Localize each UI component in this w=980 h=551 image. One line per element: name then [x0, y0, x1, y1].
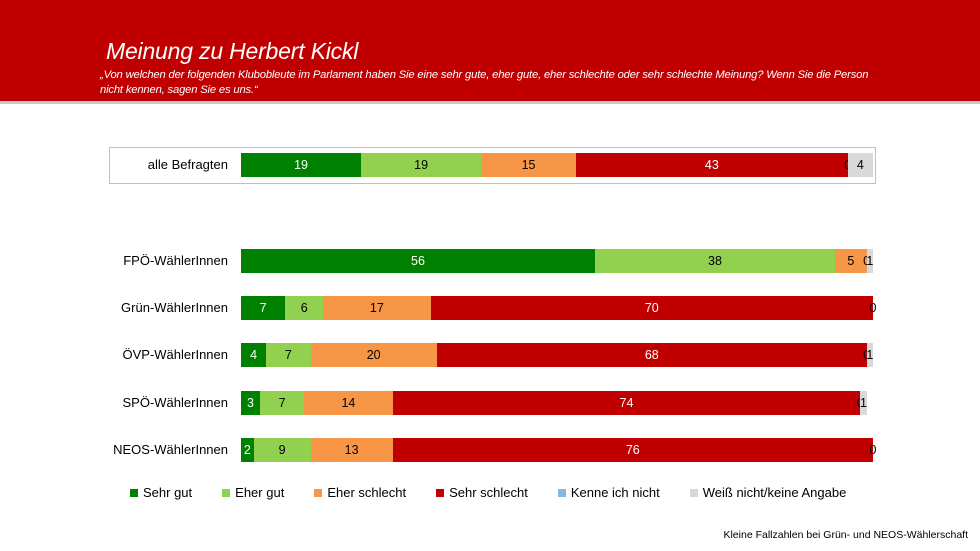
legend-item: Eher schlecht — [314, 485, 406, 500]
chart-legend: Sehr gut Eher gut Eher schlecht Sehr schlec… — [130, 485, 876, 500]
value-label: 2 — [243, 443, 251, 457]
value-label: 43 — [704, 158, 719, 172]
bar-segment: 19 — [361, 153, 482, 177]
bar-segment: 7 — [266, 343, 311, 367]
bar-segment: 17 — [323, 296, 431, 320]
bar-segment: 20 — [310, 343, 437, 367]
question-subtitle: „Von welchen der folgenden Klubobleute i… — [100, 69, 869, 96]
legend-swatch-icon — [557, 488, 566, 497]
bar-segment: 7 — [241, 296, 286, 320]
value-label: 19 — [414, 158, 429, 172]
value-label: 1 — [866, 254, 874, 268]
bar-segment: 1 — [860, 391, 867, 415]
value-label: 3 — [247, 396, 254, 410]
value-label: 4 — [856, 158, 864, 172]
header-divider — [0, 101, 980, 104]
legend-label: Eher gut — [235, 485, 285, 500]
legend-item: Eher gut — [222, 485, 284, 500]
bar-segment: 70 — [430, 296, 873, 320]
legend-label: Eher schlecht — [327, 485, 407, 500]
legend-label: Sehr gut — [143, 485, 193, 500]
row-label: NEOS-WählerInnen — [113, 442, 228, 457]
header-banner: Meinung zu Herbert Kickl „Von welchen de… — [0, 0, 980, 101]
legend-swatch-icon — [689, 488, 698, 497]
bar-segment: 56 — [241, 249, 595, 273]
value-label: 70 — [644, 301, 659, 315]
legend-item: Sehr schlecht — [436, 485, 528, 500]
bar-segment: 38 — [594, 249, 836, 273]
bar-segment: 19 — [241, 153, 362, 177]
value-label: 76 — [625, 443, 640, 457]
stacked-bar: 37147401 — [241, 391, 867, 415]
row-label: Grün-WählerInnen — [121, 300, 228, 315]
value-label: 15 — [521, 158, 536, 172]
legend-swatch-icon — [314, 488, 323, 497]
stacked-bar: 5638501 — [241, 249, 873, 273]
legend-item: Kenne ich nicht — [557, 485, 660, 500]
bar-segment: 43 — [575, 153, 848, 177]
footnote: Kleine Fallzahlen bei Grün- und NEOS-Wäh… — [723, 529, 968, 541]
legend-item: Weiß nicht/keine Angabe — [689, 485, 847, 500]
value-label: 38 — [708, 254, 722, 268]
bar-segment: 9 — [253, 438, 311, 462]
legend-swatch-icon — [222, 488, 231, 497]
page-title: Meinung zu Herbert Kickl — [106, 38, 359, 64]
value-label: 7 — [259, 301, 267, 315]
legend-label: Weiß nicht/keine Angabe — [702, 485, 847, 500]
value-label: 4 — [250, 348, 258, 362]
value-label: 5 — [847, 254, 855, 268]
bar-segment: 5 — [835, 249, 867, 273]
bar-segment: 13 — [310, 438, 393, 462]
stacked-bar: 7 6 17 70 0 — [241, 296, 877, 320]
value-label: 0 — [869, 443, 877, 457]
value-label: 1 — [866, 348, 874, 362]
value-label: 74 — [619, 396, 634, 410]
bar-segment: 2 — [241, 438, 254, 462]
bar-segment: 3 — [241, 391, 260, 415]
bar-segment: 4 — [847, 153, 873, 177]
bar-segment: 15 — [481, 153, 576, 177]
bar-segment: 4 — [241, 343, 267, 367]
bar-segment: 6 — [285, 296, 324, 320]
value-label: 56 — [411, 254, 425, 268]
value-label: 6 — [300, 301, 308, 315]
bar-segment: 1 — [866, 249, 874, 273]
value-label: 7 — [278, 396, 286, 410]
legend-swatch-icon — [436, 488, 445, 497]
value-label: 0 — [869, 301, 877, 315]
value-label: 9 — [278, 443, 286, 457]
legend-label: Sehr schlecht — [449, 485, 528, 500]
value-label: 17 — [369, 301, 384, 315]
legend-swatch-icon — [130, 488, 138, 497]
value-label: 14 — [341, 396, 356, 410]
value-label: 68 — [644, 348, 659, 362]
value-label: 19 — [294, 158, 308, 172]
stacked-bar: 2 9 13 76 0 — [241, 438, 877, 462]
legend-item: Sehr gut — [130, 485, 192, 500]
value-label: 1 — [860, 396, 867, 410]
bar-segment: 68 — [436, 343, 867, 367]
row-label: FPÖ-WählerInnen — [123, 253, 228, 268]
value-label: 20 — [366, 348, 381, 362]
value-label: 7 — [284, 348, 292, 362]
stacked-bar: 47206801 — [241, 343, 873, 367]
row-label: alle Befragten — [147, 157, 228, 172]
bar-segment: 7 — [259, 391, 305, 415]
stacked-bar: 1919154304 — [241, 153, 873, 177]
bar-segment: 1 — [866, 343, 874, 367]
bar-segment: 14 — [304, 391, 393, 415]
row-label: ÖVP-WählerInnen — [122, 347, 229, 362]
value-label: 13 — [344, 443, 359, 457]
legend-label: Kenne ich nicht — [570, 485, 660, 500]
bar-segment: 74 — [392, 391, 861, 415]
bar-segment: 76 — [392, 438, 873, 462]
row-label: SPÖ-WählerInnen — [122, 395, 229, 410]
